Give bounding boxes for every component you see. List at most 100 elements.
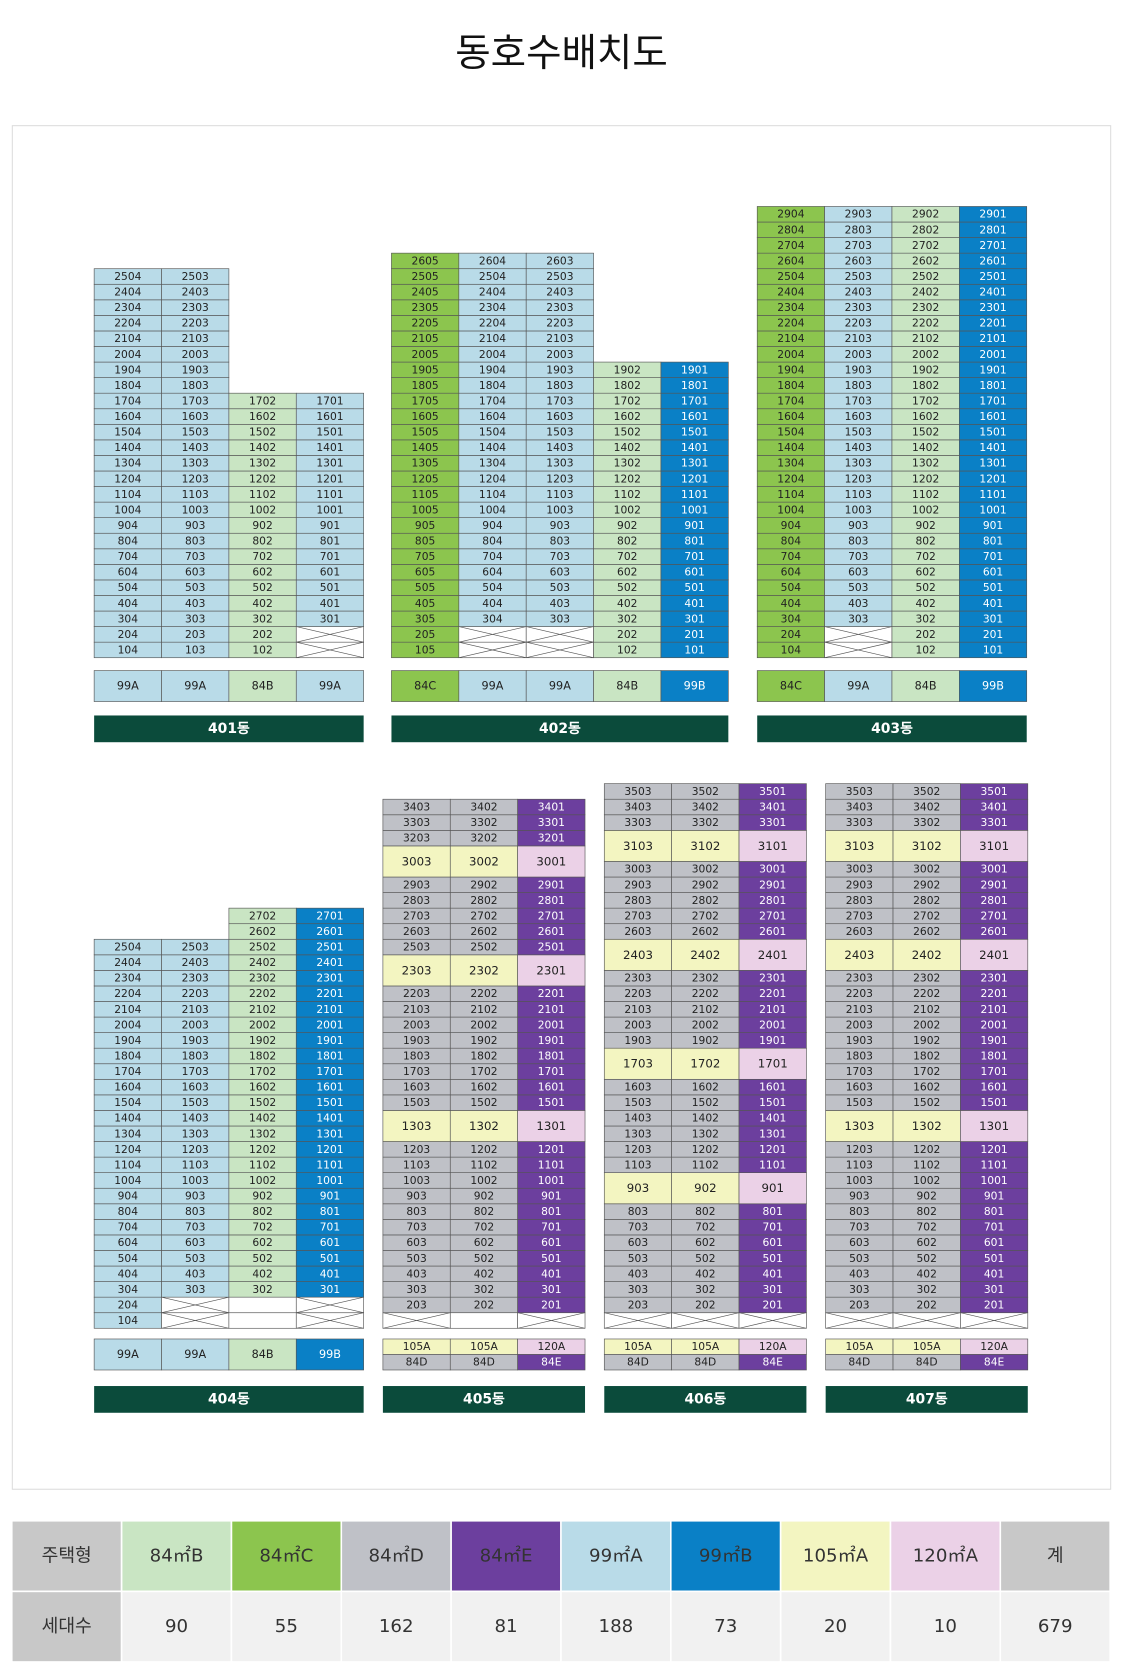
unit-label: 2701	[538, 909, 565, 922]
unit-label: 1004	[114, 503, 141, 516]
unit-label: 2202	[913, 987, 940, 1000]
unit-label: 2001	[316, 1018, 343, 1031]
unit-label: 1902	[470, 1034, 497, 1047]
unit-label: 502	[617, 581, 637, 594]
unit-label: 603	[406, 1236, 426, 1249]
unit-label: 602	[252, 1236, 272, 1249]
unit-label: 502	[915, 581, 935, 594]
unit-label: 3002	[469, 854, 499, 868]
unit-label: 304	[781, 612, 802, 625]
unit-label: 2701	[759, 909, 786, 922]
unit-label: 1505	[412, 426, 439, 439]
unit-label: 102	[617, 643, 637, 656]
table-text: 120㎡A	[913, 1545, 979, 1567]
unit-label: 1601	[681, 410, 708, 423]
unit-label: 304	[482, 612, 503, 625]
unit-label: 704	[118, 550, 139, 563]
table-text: 계	[1047, 1546, 1064, 1567]
unit-label: 1203	[846, 1143, 873, 1156]
table-cell	[560, 1590, 672, 1663]
unit-label: 2201	[979, 317, 1006, 330]
unit-label: 403	[628, 1267, 648, 1280]
unit-label: 3101	[979, 839, 1009, 853]
unit-label: 2701	[980, 909, 1007, 922]
unit-label: 104	[781, 643, 802, 656]
unit-label: 3503	[846, 785, 873, 798]
unit-label: 1705	[412, 394, 439, 407]
unit-label: 1102	[912, 488, 939, 501]
type-label: 99B	[982, 680, 1004, 693]
unit-label: 1901	[538, 1034, 565, 1047]
unit-label: 1803	[546, 379, 573, 392]
table-cell	[120, 1590, 233, 1663]
unit-cell	[517, 845, 586, 878]
unit-label: 1703	[403, 1065, 430, 1078]
unit-label: 503	[848, 581, 868, 594]
unit-label: 402	[915, 597, 935, 610]
unit-label: 1402	[614, 441, 641, 454]
unit-label: 1502	[249, 1096, 276, 1109]
unit-label: 1403	[182, 441, 209, 454]
unit-label: 103	[185, 643, 205, 656]
unit-label: 1101	[759, 1158, 786, 1171]
unit-label: 904	[118, 519, 139, 532]
unit-label: 904	[781, 519, 802, 532]
unit-label: 1101	[979, 488, 1006, 501]
unit-label: 3103	[844, 839, 874, 853]
unit-label: 2601	[316, 925, 343, 938]
table-cell	[669, 1590, 782, 1663]
unit-label: 303	[185, 1283, 205, 1296]
unit-label: 2103	[182, 1003, 209, 1016]
unit-label: 1203	[182, 472, 209, 485]
unit-label: 1302	[912, 1119, 942, 1133]
unit-label: 402	[617, 597, 637, 610]
unit-label: 2901	[979, 208, 1006, 221]
unit-label: 902	[474, 1190, 494, 1203]
unit-label: 803	[849, 1205, 869, 1218]
unit-label: 2803	[846, 894, 873, 907]
cross	[458, 641, 527, 659]
unit-label: 901	[983, 519, 1003, 532]
unit-label: 3003	[624, 863, 651, 876]
unit-label: 1805	[412, 379, 439, 392]
unit-label: 1701	[316, 1065, 343, 1078]
unit-label: 1204	[114, 1143, 141, 1156]
unit-label: 1504	[114, 1096, 141, 1109]
unit-label: 601	[320, 1236, 340, 1249]
unit-label: 204	[118, 628, 139, 641]
unit-label: 2602	[913, 925, 940, 938]
unit-label: 201	[763, 1298, 783, 1311]
unit-label: 303	[628, 1283, 648, 1296]
unit-cell	[517, 1110, 586, 1142]
unit-label: 803	[185, 1205, 205, 1218]
type-label: 99A	[184, 680, 206, 693]
unit-label: 1003	[846, 1174, 873, 1187]
unit-label: 2103	[624, 1003, 651, 1016]
unit-label: 502	[917, 1252, 937, 1265]
type-label: 84D	[848, 1356, 870, 1369]
unit-label: 2503	[403, 941, 430, 954]
unit-label: 704	[781, 550, 802, 563]
unit-cell	[517, 954, 586, 987]
unit-label: 1103	[546, 488, 573, 501]
unit-label: 402	[917, 1267, 937, 1280]
unit-label: 2103	[546, 332, 573, 345]
unit-label: 902	[915, 519, 935, 532]
unit-label: 501	[684, 581, 704, 594]
unit-label: 504	[118, 581, 139, 594]
unit-label: 102	[915, 643, 935, 656]
unit-label: 시니어클럽	[459, 1314, 508, 1327]
unit-label: 901	[984, 1190, 1004, 1203]
unit-label: 2504	[777, 270, 804, 283]
unit-label: 403	[185, 1267, 205, 1280]
unit-label: 1301	[979, 1119, 1009, 1133]
unit-label: 3003	[846, 863, 873, 876]
unit-label: 1103	[182, 1158, 209, 1171]
unit-label: 2902	[470, 878, 497, 891]
unit-label: 1903	[182, 363, 209, 376]
unit-label: 3402	[470, 800, 497, 813]
unit-label: 1001	[538, 1174, 565, 1187]
unit-label: 1704	[777, 394, 804, 407]
unit-label: 803	[550, 535, 570, 548]
